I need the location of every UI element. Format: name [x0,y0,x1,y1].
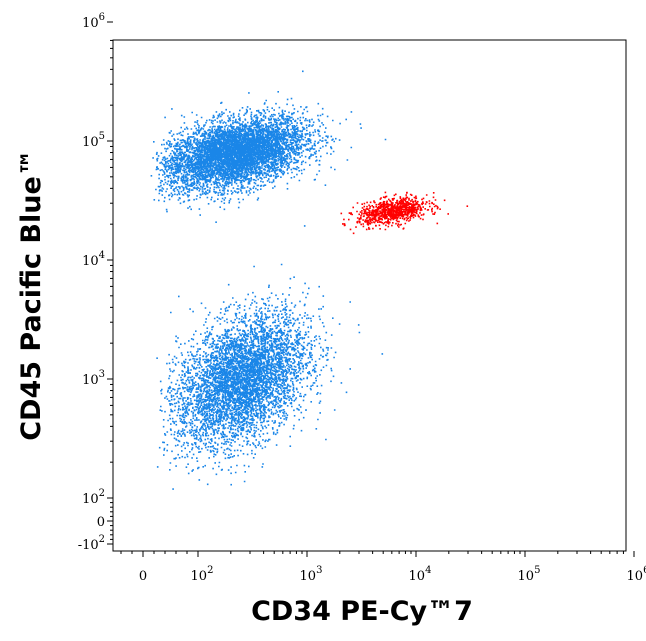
x-tick-label: 105 [518,565,541,584]
data-points [150,70,469,490]
x-tick-label: 102 [191,565,214,584]
plot-frame [112,39,627,552]
x-axis: 0 102 103 104 105 106 [120,551,646,584]
y-tick-label: 103 [82,369,105,388]
blue-population-points [150,70,387,223]
y-tick-label: 106 [82,12,105,31]
x-tick-label: 106 [627,565,646,584]
y-axis: -102 0 102 103 104 105 106 [78,12,113,553]
y-tick-label: -102 [78,534,105,553]
x-tick-label: 104 [409,565,432,584]
x-tick-label: 103 [300,565,323,584]
blue-population-points [156,225,384,490]
y-axis-title: CD45 Pacific Blue™ [16,149,47,441]
y-tick-label: 102 [82,488,105,507]
x-tick-label: 0 [139,569,147,584]
y-tick-label: 105 [82,131,105,150]
red-population-points [340,191,469,235]
y-tick-label: 0 [97,515,105,530]
y-tick-label: 104 [82,250,105,269]
x-axis-title: CD34 PE-Cy™7 [251,596,473,627]
